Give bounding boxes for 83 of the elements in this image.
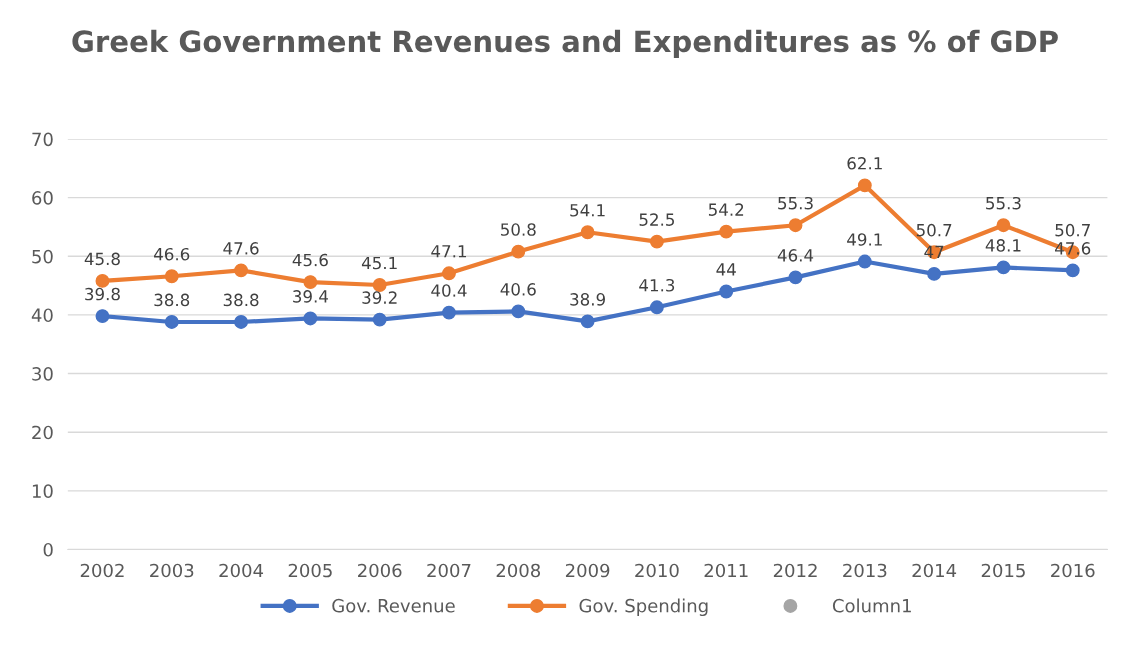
point xyxy=(234,315,249,329)
point xyxy=(927,266,942,281)
data-label: 54.1 xyxy=(570,204,605,217)
data-label: 46.4 xyxy=(777,249,814,262)
data-label: 50.8 xyxy=(501,223,536,236)
x-tick-label: 2008 xyxy=(496,563,541,578)
y-tick-label: 30 xyxy=(32,367,53,381)
point xyxy=(996,260,1011,275)
point xyxy=(857,178,872,193)
x-tick-label: 2004 xyxy=(219,563,264,578)
point xyxy=(372,312,387,327)
data-label: 39.2 xyxy=(362,291,397,304)
data-label: 46.6 xyxy=(154,247,190,261)
x-tick-label: 2014 xyxy=(912,563,957,578)
point xyxy=(1065,263,1080,278)
legend-label: Column1 xyxy=(832,598,911,613)
x-tick-label: 2003 xyxy=(150,563,194,578)
data-label: 45.8 xyxy=(84,252,120,266)
data-label: 62.1 xyxy=(847,157,882,170)
x-tick-label: 2011 xyxy=(704,563,748,578)
data-label: 38.9 xyxy=(570,293,605,306)
data-label: 47.1 xyxy=(431,245,466,258)
point xyxy=(511,244,526,259)
data-label: 38.8 xyxy=(154,293,190,307)
x-tick-label: 2012 xyxy=(773,563,817,578)
data-label: 38.8 xyxy=(223,293,259,307)
data-label: 54.2 xyxy=(708,203,744,216)
legend-label: Gov. Spending xyxy=(579,598,708,617)
point xyxy=(580,225,595,240)
point xyxy=(649,300,664,315)
point xyxy=(857,254,872,269)
data-label: 39.8 xyxy=(85,287,120,301)
y-tick-label: 70 xyxy=(32,132,53,147)
data-label: 47.6 xyxy=(223,242,259,255)
x-tick-label: 2015 xyxy=(981,563,1025,578)
point xyxy=(164,269,179,284)
data-label: 41.3 xyxy=(639,278,675,292)
x-tick-label: 2010 xyxy=(635,563,679,578)
point xyxy=(95,309,110,324)
point xyxy=(95,273,110,288)
data-label: 45.6 xyxy=(292,253,328,267)
y-tick-label: 20 xyxy=(32,425,53,440)
point xyxy=(719,284,734,299)
x-tick-label: 2005 xyxy=(288,563,332,578)
x-tick-label: 2009 xyxy=(565,563,610,578)
point xyxy=(719,224,734,239)
chart-title: Greek Government Revenues and Expenditures as % of GDP xyxy=(72,29,1058,59)
point xyxy=(164,315,179,329)
point xyxy=(442,305,456,320)
y-tick-label: 60 xyxy=(32,191,53,205)
x-tick-label: 2013 xyxy=(843,563,887,578)
data-label: 50.7 xyxy=(916,223,952,237)
legend-label: Gov. Revenue xyxy=(332,598,455,613)
data-label: 49.1 xyxy=(847,233,882,246)
point xyxy=(303,311,318,326)
data-label: 50.7 xyxy=(1055,223,1090,237)
data-label: 39.4 xyxy=(293,290,328,303)
x-tick-label: 2006 xyxy=(358,563,402,578)
y-tick-label: 10 xyxy=(32,484,53,498)
point xyxy=(788,270,803,285)
x-tick-label: 2002 xyxy=(80,563,124,578)
x-tick-label: 2007 xyxy=(427,563,471,578)
point xyxy=(511,304,526,319)
data-label: 40.6 xyxy=(500,283,536,296)
point xyxy=(442,266,456,281)
point xyxy=(303,275,318,290)
y-tick-label: 40 xyxy=(31,308,53,323)
point xyxy=(580,314,595,329)
x-tick-label: 2016 xyxy=(1051,563,1095,578)
point xyxy=(996,218,1011,233)
data-label: 44 xyxy=(716,263,736,276)
y-tick-label: 50 xyxy=(32,249,53,264)
point xyxy=(788,218,803,233)
data-label: 48.1 xyxy=(985,239,1021,252)
data-label: 52.5 xyxy=(639,213,675,226)
data-label: 40.4 xyxy=(431,284,467,297)
y-tick-label: 0 xyxy=(43,542,53,557)
data-label: 45.1 xyxy=(361,256,397,270)
point xyxy=(649,234,664,249)
data-label: 55.3 xyxy=(778,196,813,210)
point xyxy=(234,263,249,278)
data-label: 55.3 xyxy=(986,196,1021,210)
point xyxy=(372,278,387,292)
